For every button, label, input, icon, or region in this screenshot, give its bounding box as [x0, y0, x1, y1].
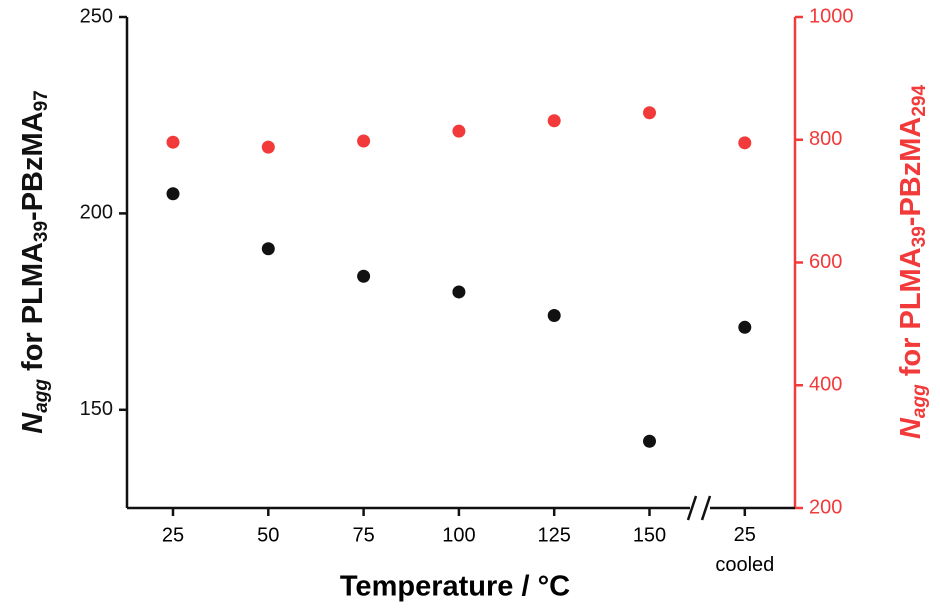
y-tick-label: 200	[80, 202, 113, 224]
x-axis-title: Temperature / °C	[340, 571, 570, 603]
data-point	[452, 124, 466, 138]
x-tick-label: 125	[538, 524, 571, 546]
y-title-part: -PBzMA	[17, 111, 49, 221]
data-point	[547, 114, 561, 128]
y2-title-part: -PBzMA	[895, 117, 927, 227]
y-title-part: for PLMA	[17, 242, 49, 379]
y2-axis-title: Nagg for PLMA39-PBzMA294	[895, 85, 930, 439]
y2-tick-label: 600	[809, 251, 842, 273]
data-point	[452, 285, 466, 299]
y2-tick-label: 1000	[809, 5, 854, 27]
x-tick-label: 150	[633, 524, 666, 546]
y2-title-part: 39	[909, 226, 930, 247]
y2-title-part: N	[895, 417, 927, 439]
data-point	[643, 434, 656, 448]
y-title-part: 39	[31, 221, 52, 242]
axis-break	[686, 495, 698, 521]
x-tick-label: 25 cooled	[715, 524, 774, 576]
y2-tick-label: 400	[809, 374, 842, 396]
data-point	[166, 135, 180, 149]
y2-title-part: for PLMA	[895, 247, 927, 384]
y2-title-part: agg	[909, 384, 930, 418]
y2-tick-label: 800	[809, 128, 842, 150]
y-tick-label: 250	[80, 5, 113, 27]
x-tick-label: 75	[352, 524, 374, 546]
y-title-part: 97	[31, 90, 52, 111]
data-point	[357, 269, 371, 283]
x-tick-label: 100	[442, 524, 475, 546]
axis-break	[700, 495, 712, 521]
data-point	[643, 106, 656, 120]
data-point	[357, 134, 371, 148]
y-title-part: N	[17, 412, 49, 434]
y-title-part: agg	[31, 379, 52, 413]
data-point	[738, 320, 752, 334]
data-point	[738, 136, 752, 150]
x-tick-label: 25	[162, 524, 184, 546]
y-axis-title: Nagg for PLMA39-PBzMA97	[17, 90, 52, 434]
x-tick-label: 50	[257, 524, 279, 546]
data-point	[261, 140, 275, 154]
data-point	[261, 242, 275, 256]
x-tick-label-line: cooled	[715, 554, 774, 576]
data-point	[547, 309, 561, 323]
data-point	[166, 187, 180, 201]
y2-tick-label: 200	[809, 496, 842, 518]
x-tick-label-line: 25	[734, 524, 756, 546]
y-tick-label: 150	[80, 398, 113, 420]
y2-title-part: 294	[909, 85, 930, 117]
